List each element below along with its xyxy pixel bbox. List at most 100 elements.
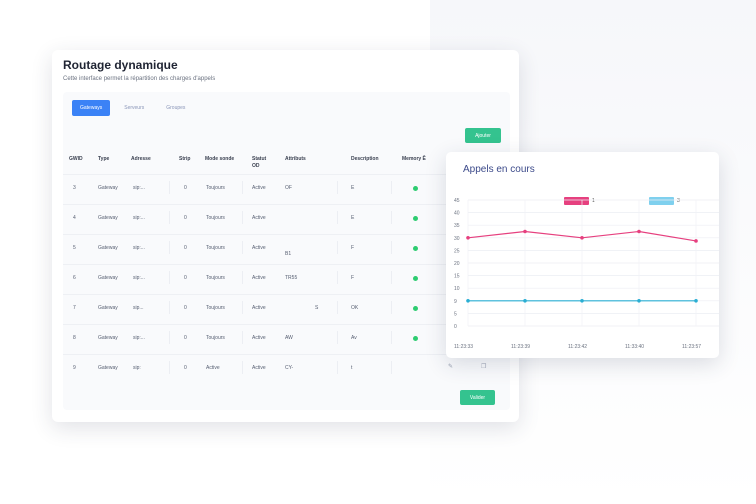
y-tick-label: 45 (454, 198, 460, 204)
x-tick-label: 11:23:39 (511, 344, 530, 350)
address-field[interactable]: sip: (129, 361, 170, 374)
attributes-field[interactable]: OF (281, 181, 338, 194)
mode-select[interactable]: Toujours (202, 241, 243, 254)
attributes-field[interactable]: CY- (281, 361, 338, 374)
y-tick-label: 40 (454, 211, 460, 217)
data-point (523, 229, 527, 234)
cell-strip: 0 (184, 275, 187, 281)
x-tick-label: 11:33:40 (625, 344, 644, 350)
status-dot (413, 276, 418, 281)
status-dot (413, 186, 418, 191)
status-dot (413, 306, 418, 311)
table-row[interactable]: 9 Gateway sip: 0 Active Active CY- t ✎ ❐ (63, 354, 510, 385)
header-gwid[interactable]: GWID (69, 156, 83, 162)
header-attributes[interactable]: Attributs (285, 156, 306, 162)
table-row[interactable]: 6 Gateway sip:... 0 Toujours Active TR55… (63, 264, 510, 295)
cell-strip: 0 (184, 245, 187, 251)
data-point (637, 299, 641, 303)
page-title: Routage dynamique (63, 58, 178, 72)
mode-select[interactable]: Toujours (202, 211, 243, 224)
mode-select[interactable]: Toujours (202, 181, 243, 194)
add-button[interactable]: Ajouter (465, 128, 501, 143)
mode-select[interactable]: Toujours (202, 331, 243, 344)
mode-select[interactable]: Toujours (202, 301, 243, 314)
table-row[interactable]: 3 Gateway sip:... 0 Toujours Active OF E (63, 174, 510, 205)
mode-select[interactable]: Active (202, 361, 243, 374)
tab-gateways[interactable]: Gateways (72, 100, 111, 116)
attributes-field[interactable] (281, 211, 338, 224)
address-field[interactable]: sip:... (129, 241, 170, 254)
header-description[interactable]: Description (351, 156, 379, 162)
cell-gwid: 6 (73, 275, 76, 281)
data-point (694, 239, 698, 243)
cell-type: Gateway (98, 215, 118, 221)
cell-status: Active (252, 245, 266, 251)
address-field[interactable]: sip... (129, 301, 170, 314)
data-point (466, 299, 470, 303)
legend-swatch-3[interactable] (649, 197, 674, 205)
description-field[interactable]: t (347, 361, 392, 374)
cell-gwid: 3 (73, 185, 76, 191)
description-field[interactable]: OK (347, 301, 392, 314)
attributes-field[interactable]: B1 (281, 241, 338, 257)
save-button[interactable]: Valider (460, 390, 495, 405)
cell-strip: 0 (184, 365, 187, 371)
x-tick-label: 11:23:33 (454, 344, 473, 350)
table-row[interactable]: 7 Gateway sip... 0 Toujours Active S OK (63, 294, 510, 325)
description-field[interactable]: E (347, 181, 392, 194)
status-dot (413, 246, 418, 251)
header-status[interactable]: Statut OD (252, 156, 267, 169)
header-strip[interactable]: Strip (179, 156, 191, 162)
y-tick-label: 35 (454, 223, 460, 229)
attributes-field[interactable]: TR55 (281, 271, 338, 284)
header-mode[interactable]: Mode sonde (205, 156, 235, 162)
tab-groupes[interactable]: Groupes (166, 105, 186, 111)
address-field[interactable]: sip:... (129, 211, 170, 224)
header-memory[interactable]: Memory Ê (402, 156, 426, 162)
cell-type: Gateway (98, 245, 118, 251)
cell-strip: 0 (184, 305, 187, 311)
header-type[interactable]: Type (98, 156, 110, 162)
edit-icon[interactable]: ✎ (448, 364, 454, 370)
table-row[interactable]: 5 Gateway sip:... 0 Toujours Active B1 F (63, 234, 510, 265)
legend-label-1: 1 (592, 198, 595, 204)
page-subtitle: Cette interface permet la répartition de… (63, 76, 216, 82)
cell-strip: 0 (184, 185, 187, 191)
status-dot (413, 216, 418, 221)
gateways-panel: Gateways Serveurs Groupes Ajouter GWID T… (63, 92, 510, 410)
attributes-field[interactable]: S (281, 301, 338, 314)
attributes-field[interactable]: AW (281, 331, 338, 344)
cell-gwid: 9 (73, 365, 76, 371)
description-field[interactable]: F (347, 241, 392, 254)
cell-type: Gateway (98, 185, 118, 191)
cell-strip: 0 (184, 215, 187, 221)
copy-icon[interactable]: ❐ (481, 364, 487, 370)
table-row[interactable]: 8 Gateway sip:... 0 Toujours Active AW A… (63, 324, 510, 355)
header-address[interactable]: Adresse (131, 156, 151, 162)
mode-select[interactable]: Toujours (202, 271, 243, 284)
chart-title: Appels en cours (463, 164, 535, 175)
address-field[interactable]: sip:... (129, 271, 170, 284)
cell-gwid: 5 (73, 245, 76, 251)
table-row[interactable]: 4 Gateway sip:... 0 Toujours Active E (63, 204, 510, 235)
address-field[interactable]: sip:... (129, 181, 170, 194)
data-point (580, 299, 584, 303)
cell-status: Active (252, 275, 266, 281)
calls-chart-card: Appels en cours 1 3 45 40 35 30 25 20 15 10 9 5 0 1… (446, 152, 719, 358)
y-tick-label: 10 (454, 286, 460, 292)
tab-bar: Gateways Serveurs Groupes (72, 100, 193, 116)
x-tick-label: 11:23:57 (682, 344, 701, 350)
data-point (637, 229, 641, 234)
y-tick-label: 9 (454, 299, 457, 305)
data-point (523, 299, 527, 303)
description-field[interactable]: E (347, 211, 392, 224)
description-field[interactable]: Av (347, 331, 392, 344)
y-tick-label: 5 (454, 311, 457, 317)
cell-type: Gateway (98, 365, 118, 371)
cell-gwid: 8 (73, 335, 76, 341)
address-field[interactable]: sip:... (129, 331, 170, 344)
routing-panel: Routage dynamique Cette interface permet… (52, 50, 519, 422)
tab-serveurs[interactable]: Serveurs (124, 105, 145, 111)
legend-swatch-1[interactable] (564, 197, 589, 205)
description-field[interactable]: F (347, 271, 392, 284)
